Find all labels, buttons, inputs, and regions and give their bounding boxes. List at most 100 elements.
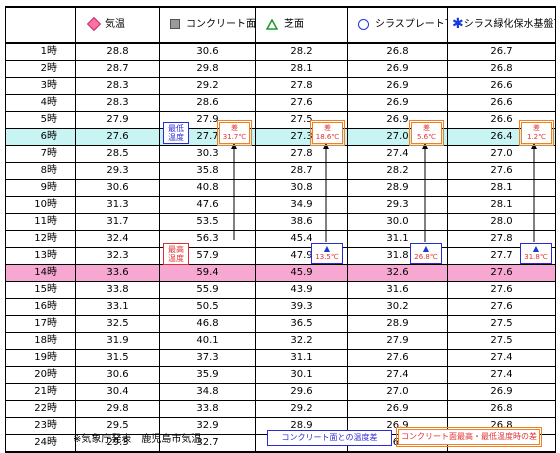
source-footnote: ※気象庁発表 鹿児島市気温 [73,434,202,445]
value-cell: 30.0 [347,213,448,231]
value-cell: 28.2 [347,162,448,180]
value-cell: 26.8 [447,60,556,78]
value-cell: 29.8 [75,400,160,418]
value-cell: 40.8 [159,179,256,197]
tri-value: 26.8℃ [414,253,438,261]
value-cell: 40.1 [159,332,256,350]
diff-label: 差 [533,124,540,132]
blue-circle-marker-icon [358,18,369,30]
value-cell: 43.9 [255,281,348,299]
value-cell: 46.8 [159,315,256,333]
table-row: 6時 27.6 27.7 27.3 27.0 26.4 [5,128,556,146]
table-header-row: 気温 コンクリート面 芝面 シラスプレート下面 ✱シラス緑化保水基盤下面 [5,6,556,44]
hour-cell: 9時 [5,179,76,197]
value-cell: 30.3 [159,145,256,163]
value-cell: 27.6 [75,128,160,146]
hour-cell: 18時 [5,332,76,350]
hour-cell: 22時 [5,400,76,418]
table-row: 19時 31.5 37.3 31.1 27.6 27.4 [5,349,556,367]
value-cell: 39.3 [255,298,348,316]
value-cell: 35.8 [159,162,256,180]
value-cell: 33.8 [75,281,160,299]
tri-box-grass: ▲ 13.5℃ [311,243,343,264]
diff-label: 差 [423,124,430,132]
legend-concrete-diff: コンクリート面との温度差 [267,430,392,446]
value-cell: 28.1 [447,196,556,214]
hour-cell: 23時 [5,417,76,435]
value-cell: 27.9 [75,111,160,129]
value-cell: 28.5 [75,145,160,163]
diff-value: 1.2℃ [527,133,546,141]
value-cell: 34.9 [255,196,348,214]
value-cell: 29.2 [159,77,256,95]
value-cell: 27.6 [447,264,556,282]
value-cell: 32.3 [75,247,160,265]
value-cell: 31.9 [75,332,160,350]
value-cell: 34.8 [159,383,256,401]
value-cell: 32.2 [255,332,348,350]
table-row: 1時 28.8 30.6 28.2 26.8 26.7 [5,42,556,61]
value-cell: 27.5 [447,315,556,333]
value-cell: 30.6 [75,366,160,384]
header-label: 気温 [105,19,125,30]
hour-cell: 3時 [5,77,76,95]
value-cell: 28.6 [159,94,256,112]
value-cell: 29.3 [347,196,448,214]
value-cell: 30.1 [255,366,348,384]
value-cell: 26.9 [347,77,448,95]
hour-cell: 7時 [5,145,76,163]
value-cell: 28.8 [75,42,160,61]
hour-cell: 19時 [5,349,76,367]
value-cell: 32.5 [75,315,160,333]
hour-cell: 8時 [5,162,76,180]
table-row: 16時 33.1 50.5 39.3 30.2 27.6 [5,298,556,316]
table-row: 10時 31.3 47.6 34.9 29.3 28.1 [5,196,556,214]
table-row: 2時 28.7 29.8 28.1 26.9 26.8 [5,60,556,78]
value-cell: 28.0 [447,213,556,231]
header-grass: 芝面 [255,6,348,44]
blue-triangle-icon: ▲ [323,244,331,253]
hour-cell: 6時 [5,128,76,146]
hour-cell: 1時 [5,42,76,61]
value-cell: 55.9 [159,281,256,299]
value-cell: 35.9 [159,366,256,384]
hour-cell: 24時 [5,434,76,453]
value-cell: 45.9 [255,264,348,282]
table-row: 7時 28.5 30.3 27.8 27.4 27.0 [5,145,556,163]
header-shirasu-greening: ✱シラス緑化保水基盤下面 [447,6,556,44]
value-cell: 31.5 [75,349,160,367]
value-cell: 29.8 [159,60,256,78]
value-cell: 33.1 [75,298,160,316]
value-cell: 27.9 [347,332,448,350]
value-cell: 27.8 [255,77,348,95]
value-cell: 26.9 [347,400,448,418]
value-cell: 59.4 [159,264,256,282]
tri-box-plate: ▲ 26.8℃ [410,243,442,264]
value-cell: 27.6 [447,281,556,299]
value-cell: 26.6 [447,94,556,112]
diff-box-greening: 差 1.2℃ [519,120,554,146]
value-cell: 30.4 [75,383,160,401]
value-cell: 29.2 [255,400,348,418]
value-cell: 32.4 [75,230,160,248]
value-cell: 30.6 [159,42,256,61]
min-temp-tag: 最低 温度 [163,122,189,144]
value-cell: 27.8 [255,145,348,163]
value-cell: 53.5 [159,213,256,231]
diff-label: 差 [324,124,331,132]
hour-cell: 21時 [5,383,76,401]
tri-box-greening: ▲ 31.8℃ [520,243,552,264]
value-cell: 28.9 [347,179,448,197]
legend-max-min-diff: コンクリート面最高・最低温度時の差 [396,427,542,447]
hour-cell: 4時 [5,94,76,112]
value-cell: 27.6 [347,349,448,367]
table-row: 9時 30.6 40.8 30.8 28.9 28.1 [5,179,556,197]
value-cell: 27.6 [447,298,556,316]
value-cell: 28.3 [75,77,160,95]
value-cell: 31.6 [347,281,448,299]
diff-label: 差 [231,124,238,132]
value-cell: 28.7 [255,162,348,180]
header-shirasu-plate: シラスプレート下面 [347,6,448,44]
value-cell: 27.4 [347,145,448,163]
